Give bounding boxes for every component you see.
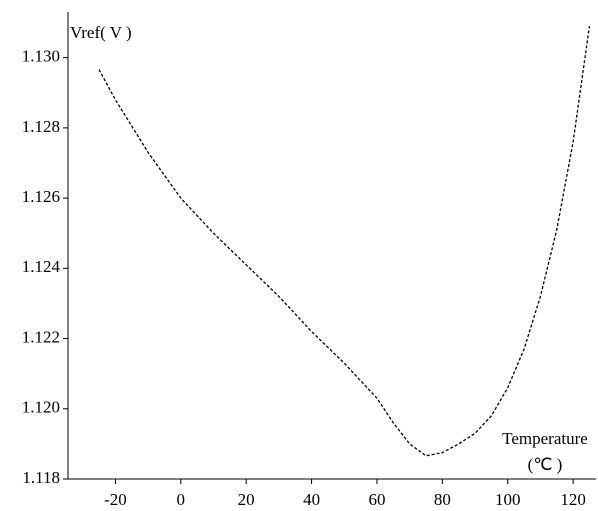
x-axis-label: Temperature bbox=[502, 429, 588, 448]
x-tick-label: 120 bbox=[560, 490, 586, 509]
y-tick-label: 1.118 bbox=[22, 468, 60, 487]
x-tick-label: 100 bbox=[495, 490, 521, 509]
x-tick-label: 20 bbox=[238, 490, 255, 509]
x-tick-label: -20 bbox=[104, 490, 127, 509]
y-tick-label: 1.128 bbox=[22, 117, 60, 136]
x-tick-label: 80 bbox=[434, 490, 451, 509]
x-tick-label: 0 bbox=[177, 490, 186, 509]
x-tick-label: 40 bbox=[303, 490, 320, 509]
y-tick-label: 1.126 bbox=[22, 187, 60, 206]
data-line bbox=[98, 25, 591, 457]
x-axis-unit: (℃ ) bbox=[528, 455, 563, 474]
x-tick-label: 60 bbox=[368, 490, 385, 509]
y-tick-label: 1.120 bbox=[22, 398, 60, 417]
y-tick-label: 1.124 bbox=[22, 257, 61, 276]
y-axis-label: Vref( V ) bbox=[70, 23, 132, 42]
y-tick-label: 1.122 bbox=[22, 327, 60, 346]
y-tick-label: 1.130 bbox=[22, 47, 60, 66]
